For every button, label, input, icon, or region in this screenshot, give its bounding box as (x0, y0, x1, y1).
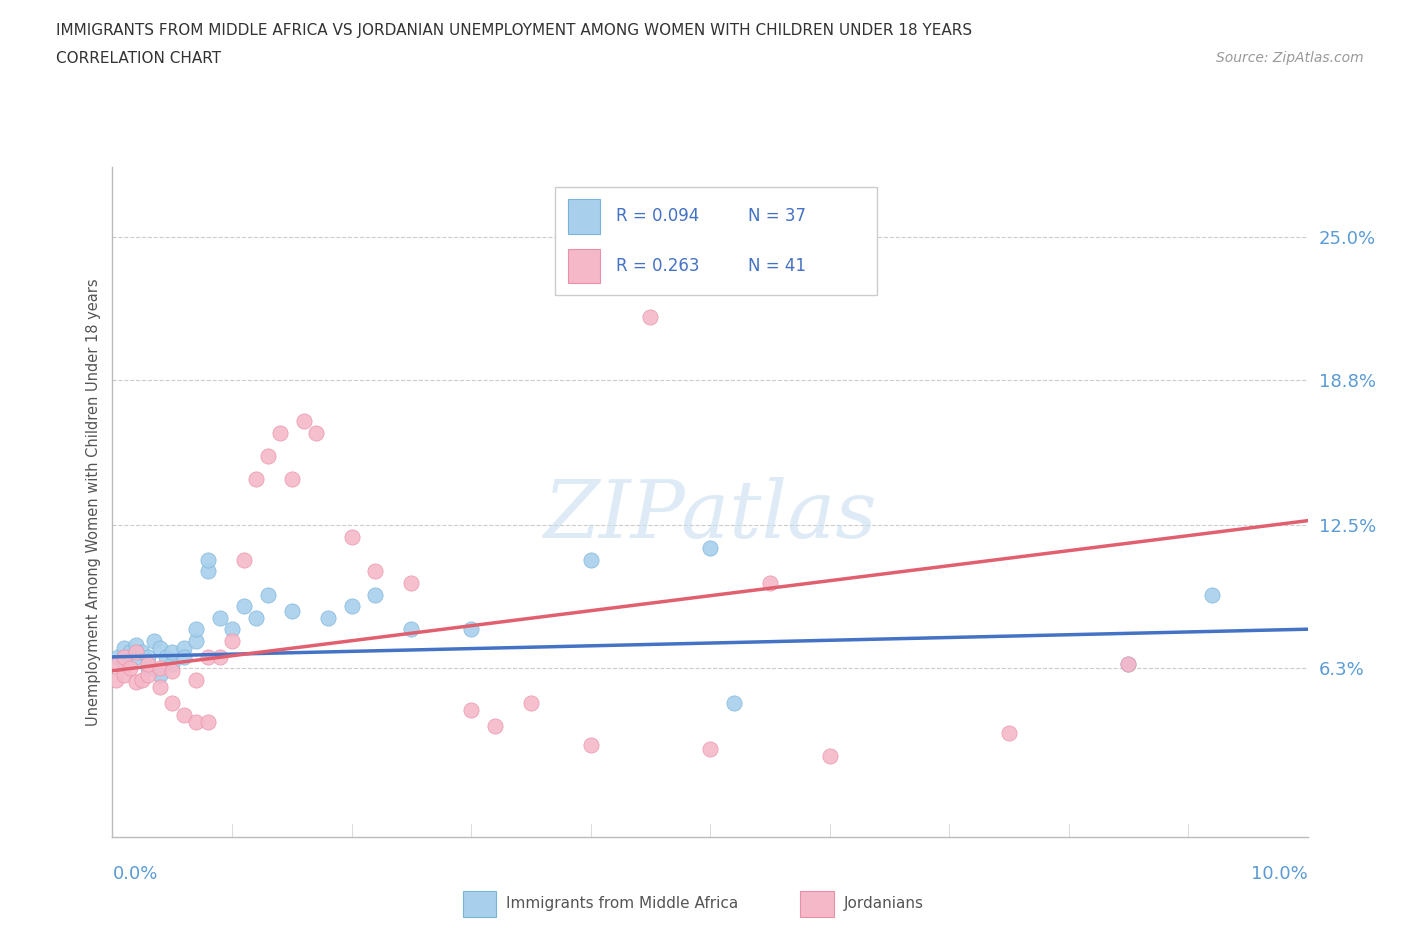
Y-axis label: Unemployment Among Women with Children Under 18 years: Unemployment Among Women with Children U… (86, 278, 101, 726)
Point (257, 587, 280, 602)
Point (197, 649, 219, 664)
Point (460, 702, 482, 717)
Point (162, 696, 183, 711)
Point (723, 696, 745, 711)
Point (138, 657, 160, 671)
Point (162, 663, 183, 678)
Point (162, 657, 183, 671)
Point (208, 610, 231, 625)
Point (221, 622, 243, 637)
Point (520, 696, 543, 711)
Text: N = 41: N = 41 (748, 257, 806, 274)
Point (818, 749, 841, 764)
Point (173, 649, 195, 664)
Point (281, 472, 304, 486)
Point (114, 649, 135, 664)
Point (149, 668, 172, 683)
Point (125, 649, 148, 664)
Point (138, 661, 160, 676)
Point (245, 610, 267, 625)
Text: R = 0.263: R = 0.263 (616, 257, 699, 274)
Point (699, 541, 721, 556)
Point (197, 564, 219, 578)
Text: IMMIGRANTS FROM MIDDLE AFRICA VS JORDANIAN UNEMPLOYMENT AMONG WOMEN WITH CHILDRE: IMMIGRANTS FROM MIDDLE AFRICA VS JORDANI… (56, 23, 973, 38)
Point (105, 672, 128, 687)
Point (638, 310, 662, 325)
Point (107, 649, 129, 664)
Point (138, 649, 160, 664)
Point (131, 644, 153, 659)
Point (579, 552, 602, 567)
Point (364, 564, 387, 578)
Point (759, 576, 782, 591)
Point (125, 675, 148, 690)
Text: Jordanians: Jordanians (844, 897, 924, 911)
Point (364, 587, 387, 602)
Text: N = 37: N = 37 (748, 207, 806, 225)
Point (197, 552, 219, 567)
Point (245, 472, 267, 486)
Point (1201, 587, 1223, 602)
Point (316, 610, 339, 625)
Point (281, 604, 304, 618)
Point (699, 742, 721, 757)
Point (143, 633, 166, 648)
Point (162, 644, 183, 659)
Text: 0.0%: 0.0% (112, 865, 157, 883)
Point (173, 640, 195, 655)
Point (149, 640, 172, 655)
Point (120, 661, 142, 676)
Point (186, 622, 208, 637)
Point (131, 672, 153, 687)
Text: Immigrants from Middle Africa: Immigrants from Middle Africa (506, 897, 738, 911)
Point (221, 633, 243, 648)
Point (186, 714, 208, 729)
Text: R = 0.094: R = 0.094 (616, 207, 699, 225)
Text: 10.0%: 10.0% (1251, 865, 1308, 883)
Point (401, 622, 423, 637)
Point (114, 668, 135, 683)
Text: Source: ZipAtlas.com: Source: ZipAtlas.com (1216, 51, 1364, 65)
Point (120, 644, 142, 659)
Point (155, 649, 177, 664)
Point (138, 668, 160, 683)
Point (125, 644, 148, 659)
Point (232, 552, 256, 567)
Point (1118, 657, 1140, 671)
Point (149, 661, 172, 676)
Point (125, 638, 148, 653)
Point (340, 529, 363, 544)
Point (208, 649, 231, 664)
Point (460, 622, 482, 637)
Point (257, 448, 280, 463)
Point (998, 725, 1021, 740)
Point (114, 640, 135, 655)
Point (269, 426, 291, 441)
Point (579, 737, 602, 752)
Point (484, 719, 506, 734)
Point (340, 599, 363, 614)
Point (186, 633, 208, 648)
Text: ZIPatlas: ZIPatlas (543, 477, 877, 554)
Point (186, 672, 208, 687)
Point (107, 657, 129, 671)
Point (292, 414, 315, 429)
Point (197, 714, 219, 729)
Point (401, 576, 423, 591)
Point (1118, 657, 1140, 671)
Point (114, 657, 135, 671)
Text: CORRELATION CHART: CORRELATION CHART (56, 51, 221, 66)
Point (149, 680, 172, 695)
Point (304, 426, 326, 441)
Point (173, 707, 195, 722)
Point (232, 599, 256, 614)
